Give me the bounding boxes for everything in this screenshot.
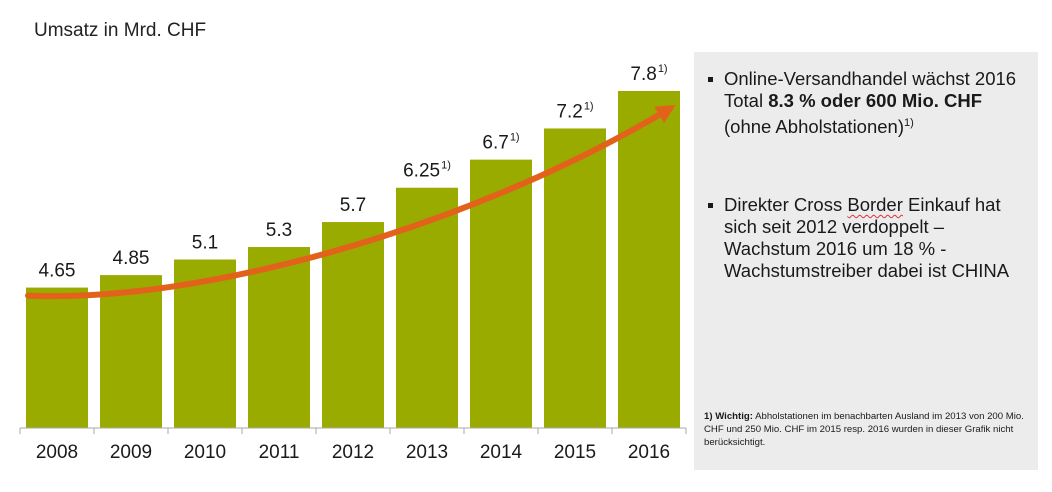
bar-chart: 2008 2009 2010 2011 2012 2013 2014 2015 2016 4.6… (19, 63, 687, 463)
data-label-2008: 4.65 (39, 261, 76, 282)
x-tick-2009: 2009 (110, 442, 152, 463)
spellcheck-word: Border (847, 194, 903, 215)
data-label-2013: 6.251) (403, 160, 451, 182)
data-label-2015: 7.21) (556, 100, 593, 122)
info-panel: Online-Versandhandel wächst 2016 Total 8… (694, 52, 1038, 470)
bar-2008 (26, 287, 88, 428)
bar-2009 (100, 275, 162, 428)
bullet-marker (708, 77, 713, 82)
footnote: 1) Wichtig: Abholstationen im benachbart… (704, 411, 1024, 448)
bar-2015 (544, 128, 606, 428)
bullet-online-growth: Online-Versandhandel wächst 2016 Total 8… (708, 68, 1026, 138)
x-tick-2008: 2008 (36, 442, 78, 463)
chart-title: Umsatz in Mrd. CHF (34, 20, 207, 41)
x-tick-2012: 2012 (332, 442, 374, 463)
data-label-2009: 4.85 (113, 248, 150, 269)
bullet-marker (708, 203, 713, 208)
bullet-text: Direkter Cross Border Einkauf hat sich s… (724, 194, 1010, 281)
x-tick-2014: 2014 (480, 442, 523, 463)
data-label-2011: 5.3 (266, 220, 292, 241)
x-tick-2016: 2016 (628, 442, 670, 463)
x-tick-2015: 2015 (554, 442, 596, 463)
bar-2011 (248, 247, 310, 428)
data-label-2010: 5.1 (192, 233, 218, 254)
bar-2016 (618, 91, 680, 428)
data-label-2014: 6.71) (482, 132, 519, 154)
x-tick-2011: 2011 (259, 442, 300, 463)
trend-arrow (25, 105, 676, 300)
data-label-2016: 7.81) (630, 63, 667, 85)
bar-2012 (322, 222, 384, 428)
bullet-cross-border: Direkter Cross Border Einkauf hat sich s… (708, 194, 1026, 282)
bullet-text: Online-Versandhandel wächst 2016 Total 8… (724, 68, 1017, 138)
x-tick-2013: 2013 (406, 442, 448, 463)
data-label-2012: 5.7 (340, 195, 366, 216)
x-tick-2010: 2010 (184, 442, 226, 463)
